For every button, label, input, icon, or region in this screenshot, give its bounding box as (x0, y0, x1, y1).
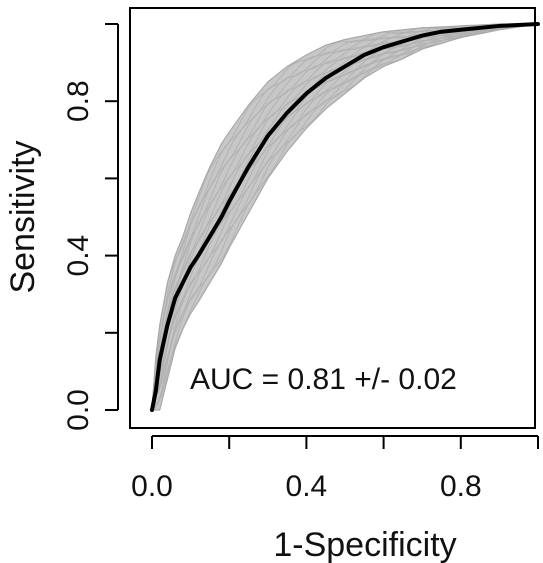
x-tick-label: 0.4 (286, 470, 328, 503)
y-tick-label: 0.8 (62, 80, 95, 122)
resample-line (151, 23, 539, 408)
plot-frame (129, 7, 536, 429)
lower-envelope-line (152, 23, 539, 411)
upper-envelope-line (151, 23, 538, 411)
auc-annotation: AUC = 0.81 +/- 0.02 (190, 363, 457, 396)
resample-line (151, 23, 539, 408)
mean-roc-curve (150, 22, 540, 412)
y-tick-label: 0.0 (62, 389, 95, 431)
x-axis: 0.0 0.4 0.8 (131, 435, 539, 503)
resample-band (152, 24, 538, 410)
x-axis-label: 1-Specificity (273, 526, 456, 563)
y-axis: 0.0 0.4 0.8 (62, 23, 119, 431)
x-tick-label: 0.8 (440, 470, 482, 503)
resample-band-layer (151, 23, 539, 411)
y-axis-label: Sensitivity (4, 140, 42, 293)
curve-layer (150, 22, 540, 412)
x-tick-label: 0.0 (131, 470, 173, 503)
y-tick-label: 0.4 (62, 235, 95, 277)
